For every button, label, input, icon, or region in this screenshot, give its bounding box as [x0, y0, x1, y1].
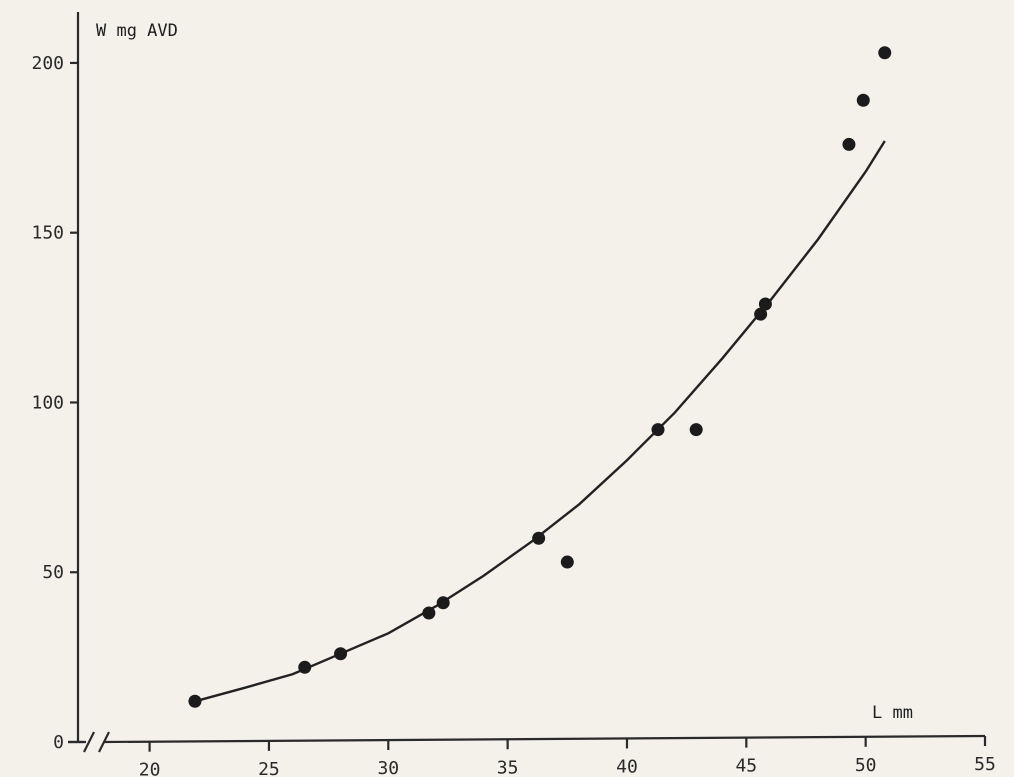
y-tick-label: 0: [53, 732, 64, 753]
x-axis-title: L mm: [872, 703, 913, 723]
y-axis-title: W mg AVD: [96, 21, 178, 41]
data-points: [188, 46, 892, 708]
data-point: [188, 694, 202, 708]
data-point: [842, 137, 856, 151]
y-tick-label: 50: [42, 562, 64, 583]
y-tick-label: 150: [31, 223, 64, 244]
x-tick-label: 35: [497, 757, 519, 777]
x-tick-label: 40: [616, 756, 638, 777]
axis-break-mark-1: [83, 731, 95, 753]
x-tick-label: 20: [139, 760, 161, 777]
x-ticks: 20 25 30 35 40 45 50 55: [139, 736, 996, 777]
data-point: [560, 555, 574, 569]
y-ticks: 0 50 100 150 200: [31, 53, 78, 753]
data-point: [878, 46, 892, 60]
x-tick-label: 25: [258, 759, 280, 777]
data-point: [689, 423, 703, 437]
data-point: [651, 423, 665, 437]
x-tick-label: 45: [735, 756, 757, 777]
data-point: [856, 93, 870, 107]
x-axis-line: [103, 734, 986, 744]
fitted-curve: [194, 140, 886, 703]
x-tick-label: 50: [855, 755, 877, 776]
data-point: [532, 531, 546, 545]
axes: [68, 12, 986, 753]
x-tick-label: 55: [974, 754, 996, 775]
data-point: [298, 660, 312, 674]
data-point: [334, 647, 348, 661]
y-tick-label: 100: [31, 392, 64, 413]
x-tick-label: 30: [377, 758, 399, 777]
data-point: [754, 307, 768, 321]
data-point: [422, 606, 436, 620]
data-point: [758, 297, 772, 311]
data-point: [436, 596, 450, 610]
y-tick-label: 200: [31, 53, 64, 74]
